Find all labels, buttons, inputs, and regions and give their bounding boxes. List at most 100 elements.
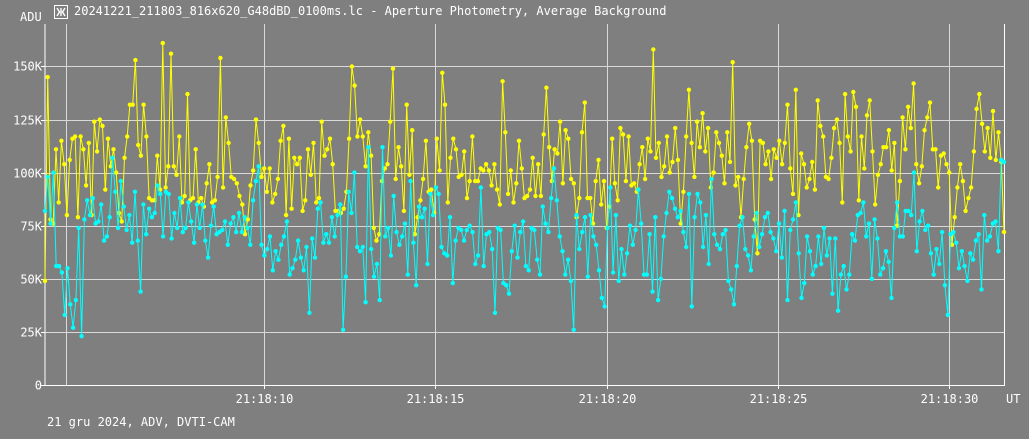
y-tick-label: 75K	[20, 220, 42, 234]
data-point	[973, 238, 979, 243]
data-point	[315, 206, 320, 211]
data-point	[448, 155, 453, 160]
data-point	[886, 128, 892, 133]
data-point	[349, 64, 355, 69]
data-point	[451, 136, 456, 141]
data-point	[388, 119, 393, 124]
data-point	[388, 253, 394, 258]
data-point	[177, 134, 182, 139]
data-point	[793, 200, 799, 205]
data-point	[207, 162, 212, 167]
data-point	[636, 187, 641, 192]
data-point	[622, 272, 627, 277]
data-point	[936, 185, 941, 190]
data-point	[189, 219, 194, 224]
data-point	[314, 200, 319, 205]
data-point	[220, 185, 226, 190]
data-point	[498, 227, 503, 233]
data-point	[377, 297, 382, 303]
data-point	[256, 140, 261, 146]
data-point	[922, 128, 927, 133]
data-point	[954, 240, 959, 245]
data-point	[512, 223, 517, 228]
data-point	[845, 134, 850, 139]
data-point	[554, 198, 559, 203]
data-point	[437, 168, 442, 173]
data-point	[856, 198, 861, 203]
data-point	[405, 272, 410, 277]
data-point	[577, 246, 582, 252]
data-point	[75, 215, 81, 220]
data-point	[667, 170, 672, 175]
data-point	[127, 212, 132, 218]
data-point	[790, 217, 796, 222]
window-title-bar: 20241221_211803_816x620_G48dBD_0100ms.lc…	[0, 0, 1029, 24]
data-point	[404, 102, 409, 107]
data-point	[692, 215, 697, 220]
data-point	[346, 189, 351, 194]
data-point	[250, 198, 256, 203]
data-point	[160, 40, 165, 46]
data-point	[369, 246, 374, 252]
data-point	[497, 202, 502, 207]
data-point	[248, 242, 253, 247]
data-point	[322, 153, 327, 158]
data-point	[771, 236, 776, 241]
data-point	[393, 176, 398, 182]
data-point	[346, 136, 352, 141]
data-point	[821, 134, 826, 139]
data-point	[919, 164, 924, 169]
data-point	[760, 140, 766, 146]
data-point	[412, 232, 418, 237]
data-point	[700, 111, 705, 116]
data-point	[731, 302, 737, 307]
data-point	[689, 140, 694, 146]
data-point	[130, 240, 135, 245]
data-point	[552, 147, 557, 152]
data-point	[301, 268, 306, 273]
window-title: 20241221_211803_816x620_G48dBD_0100ms.lc…	[74, 4, 667, 18]
data-point	[642, 176, 648, 182]
data-point	[311, 140, 316, 146]
data-point	[653, 215, 658, 220]
data-point	[305, 147, 311, 152]
data-point	[459, 227, 464, 233]
data-point	[182, 193, 187, 199]
data-point	[267, 234, 273, 239]
data-point	[447, 215, 453, 220]
data-point	[662, 164, 667, 169]
data-point	[470, 229, 475, 235]
data-point	[599, 202, 604, 207]
data-point	[401, 208, 407, 214]
data-point	[374, 261, 380, 267]
data-point	[842, 91, 848, 97]
data-point	[284, 219, 290, 224]
data-point	[462, 149, 467, 154]
x-tick-label: 21:18:30	[921, 392, 979, 406]
data-point	[723, 227, 728, 233]
data-point	[68, 302, 73, 307]
data-point	[385, 162, 390, 167]
data-point	[72, 134, 78, 139]
data-point	[270, 200, 275, 205]
data-point	[906, 208, 911, 214]
data-point	[390, 66, 396, 71]
data-point	[727, 159, 733, 165]
data-point	[867, 98, 872, 103]
data-point	[290, 266, 295, 271]
data-point	[349, 210, 354, 216]
data-point	[410, 128, 415, 133]
data-point	[59, 270, 65, 275]
data-point	[508, 168, 513, 173]
data-point	[294, 162, 300, 167]
data-point	[97, 117, 103, 122]
data-point	[952, 215, 957, 220]
data-point	[166, 164, 171, 169]
data-point	[467, 178, 472, 184]
data-point	[774, 155, 779, 160]
data-point	[880, 266, 886, 271]
data-point	[782, 208, 787, 214]
data-point	[51, 170, 56, 175]
data-point	[208, 223, 214, 228]
